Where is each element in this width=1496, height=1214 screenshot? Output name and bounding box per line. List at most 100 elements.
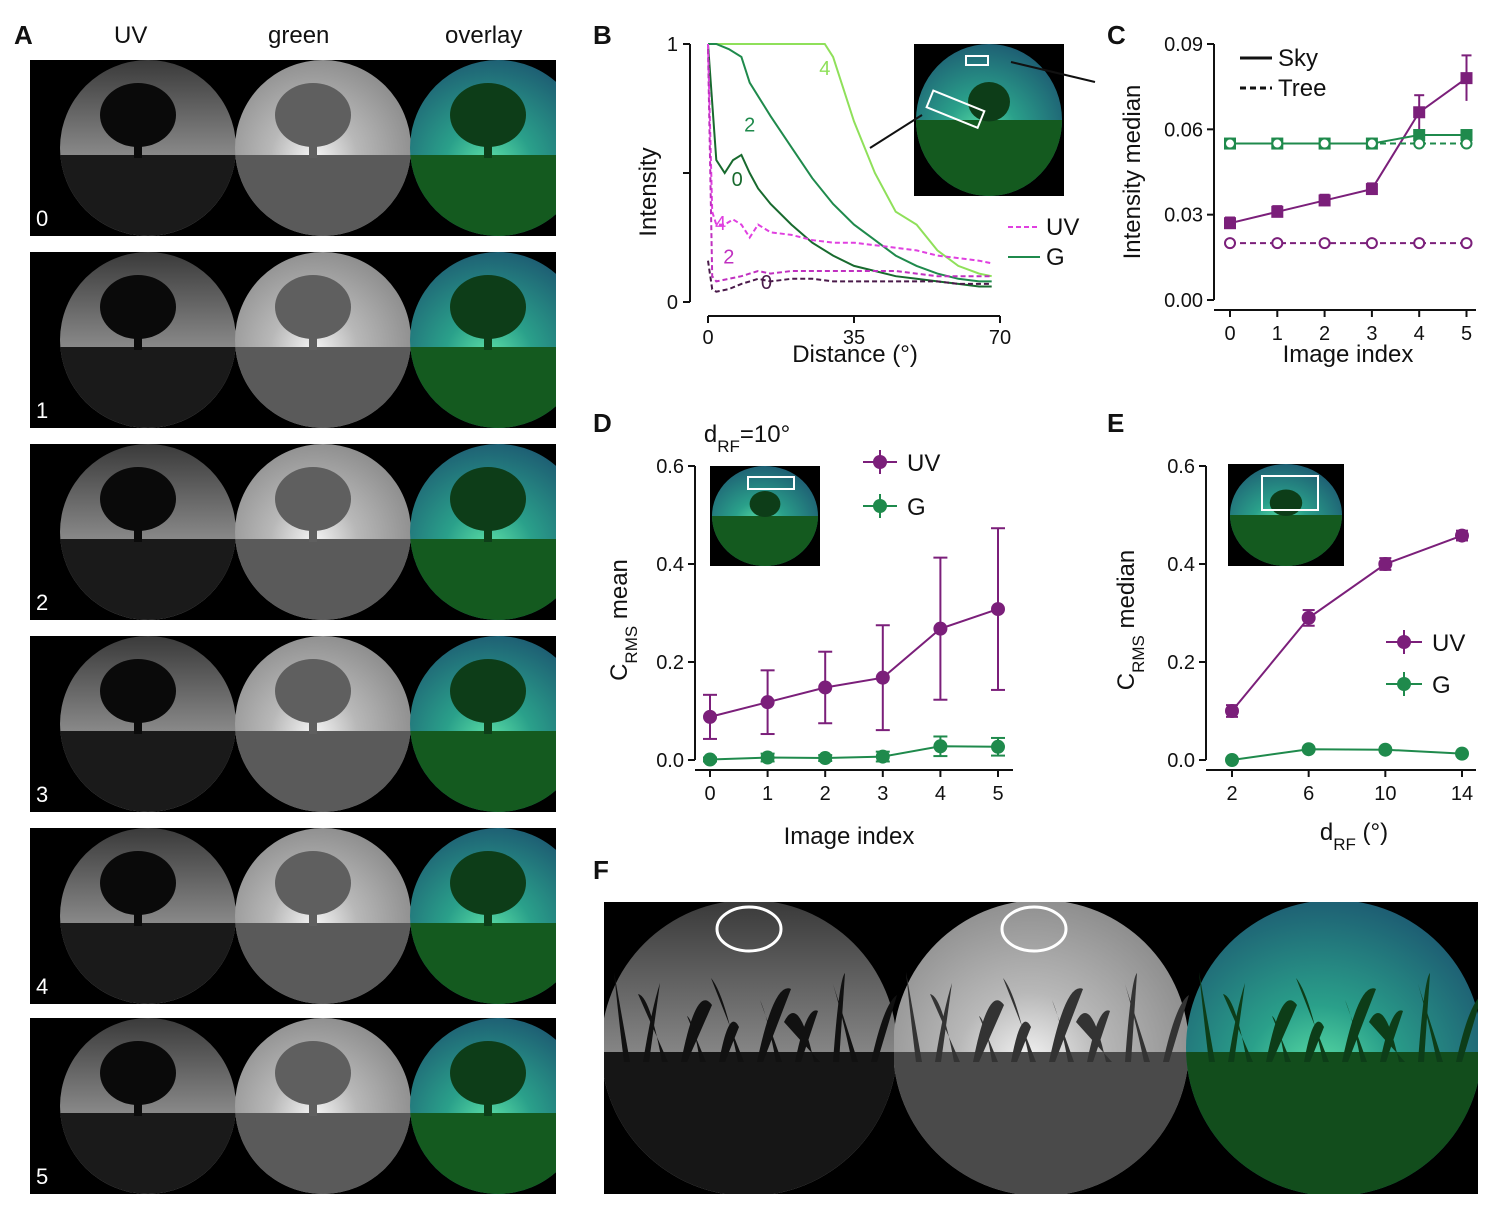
row-index-label: 0 — [36, 206, 49, 231]
annotation-drf: dRF=10° — [704, 421, 790, 456]
uv-image — [60, 1018, 236, 1194]
series-line-3 — [707, 43, 992, 265]
series-line-0 — [708, 43, 992, 278]
row-index-label: 3 — [36, 782, 49, 807]
row-index-label: 2 — [36, 590, 49, 615]
series-label: 2 — [723, 246, 734, 268]
data-point — [1225, 753, 1239, 767]
overlay-image — [410, 828, 556, 1004]
x-tick-label: 2 — [1319, 323, 1330, 345]
data-point — [1460, 237, 1473, 250]
y-tick-label: 0.2 — [1167, 652, 1195, 674]
tree-trunk — [484, 898, 492, 926]
uv-image — [60, 636, 236, 812]
tree-crown — [450, 467, 526, 531]
grass-blade — [1304, 1021, 1324, 1062]
series-line — [709, 745, 999, 761]
grass-blade — [973, 1000, 1004, 1062]
grass-blade — [1125, 973, 1137, 1062]
e-inset — [1228, 464, 1344, 566]
data-point — [1301, 610, 1316, 625]
overlay-image — [410, 60, 556, 236]
legend-label: UV — [907, 450, 940, 477]
data-point — [1365, 137, 1378, 150]
green-image — [235, 60, 411, 236]
legend-marker — [1397, 677, 1411, 691]
data-point — [1378, 557, 1393, 571]
x-tick-label: 2 — [820, 783, 831, 805]
grass-blade — [871, 995, 897, 1062]
tree-trunk — [484, 1088, 492, 1116]
data-point — [1318, 194, 1331, 207]
data-point — [1271, 237, 1284, 250]
inset-roi — [1261, 475, 1319, 511]
tree-crown — [275, 83, 351, 147]
image-row: 5 — [30, 1018, 556, 1194]
grass-blade — [719, 1021, 739, 1062]
x-axis-label: Distance (°) — [792, 341, 918, 368]
x-tick-label: 6 — [1303, 783, 1314, 805]
green-image — [235, 636, 411, 812]
row-index-label: 4 — [36, 974, 49, 999]
y-tick-label: 0.00 — [1164, 290, 1203, 312]
green-image — [235, 252, 411, 428]
tree-trunk — [134, 130, 142, 158]
uv-image — [60, 60, 236, 236]
y-tick-label: 0.4 — [656, 554, 684, 576]
row-index-label: 1 — [36, 398, 49, 423]
tree-trunk — [134, 1088, 142, 1116]
tree-crown — [450, 275, 526, 339]
y-axis-label: CRMS median — [1113, 550, 1148, 691]
overlay-image — [410, 636, 556, 812]
y-tick-label: 0.6 — [1167, 456, 1195, 478]
y-tick-label: 0.2 — [656, 652, 684, 674]
x-tick-label: 10 — [1374, 783, 1396, 805]
series-line — [1231, 534, 1463, 712]
y-tick-label: 0.4 — [1167, 554, 1195, 576]
tree-crown — [275, 275, 351, 339]
data-point — [991, 739, 1005, 754]
data-point — [818, 751, 833, 766]
grass-blade — [711, 978, 744, 1062]
panel-label-e: E — [1107, 408, 1125, 438]
data-point — [1318, 137, 1331, 150]
grass-blade — [979, 1016, 998, 1062]
tree-crown — [275, 1041, 351, 1105]
grass-blade — [1199, 972, 1215, 1062]
x-tick-label: 4 — [935, 783, 946, 805]
y-tick-label: 0.6 — [656, 456, 684, 478]
x-tick-label: 2 — [1226, 783, 1237, 805]
series-line-4 — [707, 49, 992, 283]
tree-crown — [100, 1041, 176, 1105]
panel-f-images — [604, 902, 1478, 1194]
tree-trunk — [134, 322, 142, 350]
tree-trunk — [309, 706, 317, 734]
data-point — [1271, 137, 1284, 150]
panel-label-b: B — [593, 20, 612, 50]
tree-crown — [100, 467, 176, 531]
tree-crown — [450, 659, 526, 723]
tree-crown — [100, 851, 176, 915]
grass-blade — [687, 1016, 706, 1062]
inset-pointer — [869, 114, 923, 149]
data-point — [760, 750, 775, 765]
highlight-ellipse-green — [1000, 905, 1068, 953]
tree-trunk — [309, 514, 317, 542]
image-row: 4 — [30, 828, 556, 1004]
series-label: 4 — [715, 213, 726, 235]
tree-crown — [100, 275, 176, 339]
uv-image — [60, 444, 236, 620]
grass-blade — [760, 1000, 782, 1062]
data-point — [933, 621, 948, 636]
data-point — [1455, 528, 1469, 543]
x-axis-label: dRF (°) — [1320, 819, 1388, 854]
legend-tree-label: Tree — [1278, 75, 1326, 102]
x-tick-label: 70 — [989, 327, 1011, 349]
image-row: 2 — [30, 444, 556, 620]
inset-pointer — [1010, 61, 1096, 83]
uv-image — [60, 252, 236, 428]
data-point — [1413, 129, 1426, 142]
grass-blade — [614, 972, 630, 1062]
x-axis-label: Image index — [1283, 341, 1414, 368]
